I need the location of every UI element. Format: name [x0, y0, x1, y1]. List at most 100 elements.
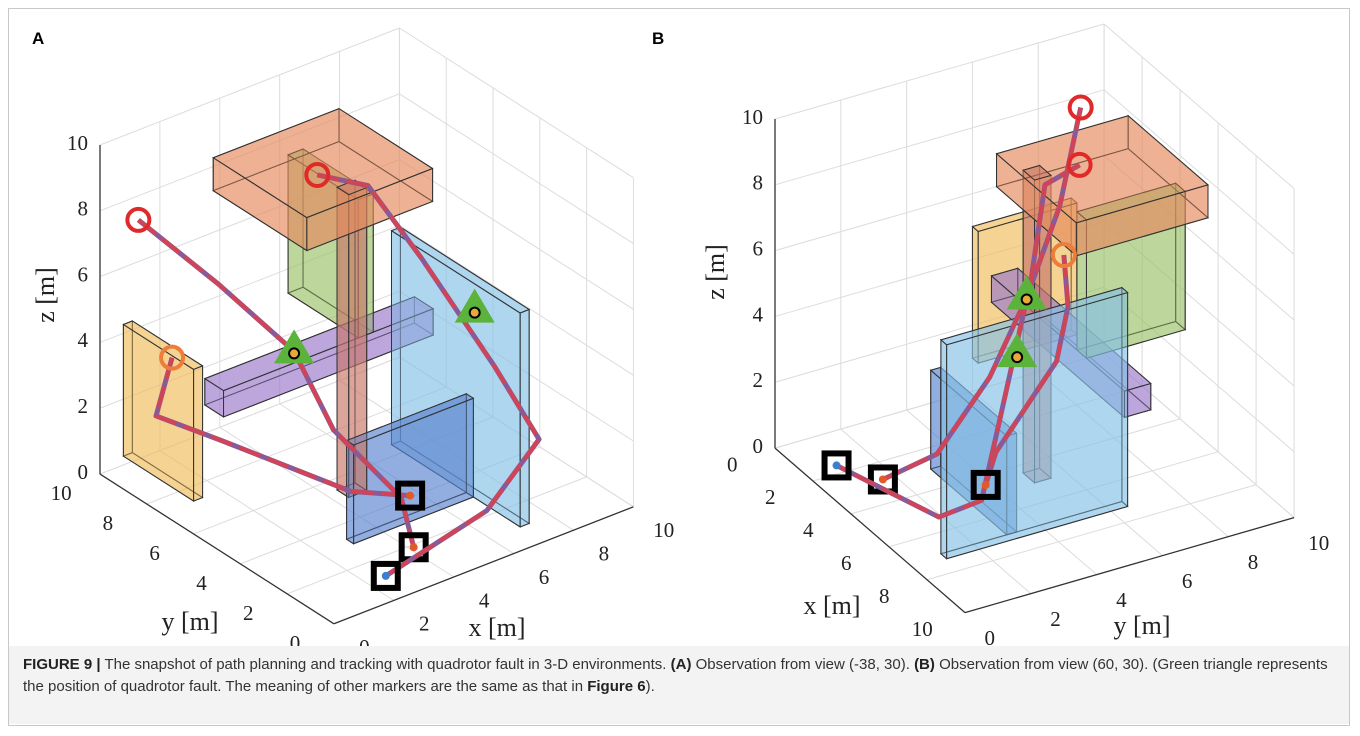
axis-line [99, 473, 335, 625]
caption-label: (A) [670, 656, 692, 673]
y-tick-label: 0 [984, 626, 995, 646]
tracked-path [983, 254, 1071, 486]
start-marker [159, 344, 186, 371]
grid-line [99, 356, 400, 475]
panel-label: A [32, 29, 44, 48]
grid-line [99, 290, 400, 409]
grid-line [99, 224, 400, 343]
goal-dot [406, 491, 415, 500]
goal-marker [970, 469, 1001, 500]
axis-line [774, 447, 966, 614]
axis-title: z [m] [701, 244, 730, 300]
obstacle-face [286, 148, 375, 201]
goal-dot [381, 571, 390, 580]
z-tick-label: 6 [78, 262, 89, 286]
y-tick-label: 4 [196, 571, 207, 595]
fault-dot [288, 347, 301, 360]
y-tick-label: 6 [149, 541, 160, 565]
grid-line [1103, 221, 1295, 387]
x-tick-label: 2 [419, 612, 430, 636]
z-tick-label: 2 [753, 368, 764, 392]
y-tick-label: 2 [243, 601, 254, 625]
goal-marker [821, 450, 852, 481]
z-tick-label: 4 [78, 328, 89, 352]
grid-line [159, 450, 395, 601]
fault-marker [1006, 275, 1047, 310]
fault-dot [468, 306, 481, 319]
z-tick-label: 0 [78, 460, 89, 484]
x-tick-label: 6 [539, 565, 550, 589]
x-tick-label: 6 [841, 551, 852, 575]
grid-line [972, 390, 1163, 557]
grid-line [906, 409, 1097, 576]
x-tick-label: 8 [599, 541, 610, 565]
z-tick-label: 10 [742, 105, 763, 129]
grid-line [399, 356, 634, 508]
figure: A B 024681002468100246810024681002468100… [31, 23, 1329, 646]
x-tick-label: 10 [912, 617, 933, 641]
caption-text: Observation from view (60, 30). [939, 656, 1149, 673]
start-marker [304, 161, 331, 188]
grid-line [774, 89, 1105, 186]
grid-line [219, 426, 454, 578]
grid-line [399, 27, 634, 179]
y-tick-label: 8 [103, 511, 114, 535]
z-tick-label: 10 [67, 131, 88, 155]
start-marker [1066, 151, 1093, 178]
obstacle-face [1075, 184, 1209, 257]
obstacle-face [1022, 164, 1053, 181]
x-tick-label: 10 [653, 518, 674, 542]
y-tick-label: 6 [1182, 569, 1193, 593]
grid-line [774, 286, 1105, 383]
z-tick-label: 6 [753, 236, 764, 260]
caption-ref: Figure 6 [587, 678, 646, 695]
z-tick-label: 2 [78, 394, 89, 418]
axis-title: x [m] [803, 591, 860, 620]
caption-label: (B) [914, 656, 935, 673]
grid-line [399, 225, 634, 376]
fault-dot [1020, 293, 1033, 306]
grid-line [399, 93, 634, 244]
axis-title: z [m] [31, 267, 60, 323]
z-tick-label: 8 [753, 171, 764, 195]
goal-marker [370, 560, 401, 591]
goal-marker [395, 480, 426, 511]
grid-line [146, 386, 447, 505]
tracked-path [154, 357, 411, 498]
goal-dot [409, 543, 418, 552]
axis-title: y [m] [161, 607, 218, 636]
panel-label: B [652, 29, 664, 48]
obstacle-face [204, 377, 225, 418]
grid-line [888, 451, 1219, 548]
y-tick-label: 0 [290, 631, 301, 646]
axis-line [964, 517, 1295, 614]
grid-line [1103, 352, 1295, 519]
grid-line [1103, 286, 1295, 453]
start-marker [1067, 94, 1094, 121]
figure-frame [8, 8, 1350, 726]
y-tick-label: 4 [1116, 588, 1127, 612]
y-tick-label: 10 [51, 481, 72, 505]
tracked-path [882, 107, 1083, 482]
y-tick-label: 8 [1248, 550, 1259, 574]
y-tick-label: 10 [1308, 531, 1329, 555]
grid-line [279, 403, 514, 555]
caption: FIGURE 9 | The snapshot of path planning… [9, 646, 1349, 724]
goal-dot [832, 461, 841, 470]
goal-dot [878, 475, 887, 484]
grid-line [99, 27, 400, 146]
axis-line [333, 506, 634, 625]
caption-label: FIGURE 9 | [23, 656, 101, 673]
grid-line [812, 385, 1143, 482]
caption-text: The snapshot of path planning and tracki… [104, 656, 667, 673]
start-marker [1050, 242, 1077, 269]
grid-line [1103, 89, 1295, 255]
grid-line [774, 23, 1105, 120]
grid-line [1103, 23, 1295, 189]
x-tick-label: 0 [727, 452, 738, 476]
z-tick-label: 8 [78, 197, 89, 221]
grid-line [399, 290, 634, 442]
x-tick-label: 0 [359, 635, 370, 646]
